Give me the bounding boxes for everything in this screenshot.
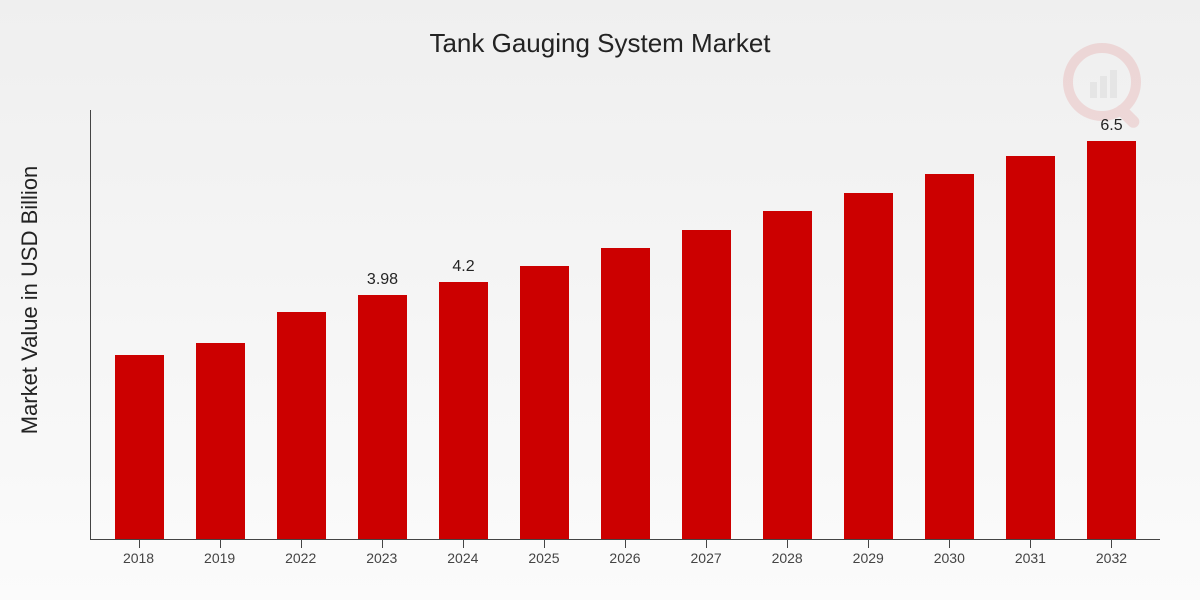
x-tick-mark bbox=[1111, 540, 1112, 548]
x-tick-label: 2030 bbox=[934, 550, 965, 566]
bar bbox=[358, 295, 407, 539]
x-tick-label: 2023 bbox=[366, 550, 397, 566]
bar-value-label: 6.5 bbox=[1100, 117, 1122, 135]
x-tick: 2024 bbox=[422, 540, 503, 580]
x-tick-label: 2025 bbox=[528, 550, 559, 566]
x-tick-mark bbox=[706, 540, 707, 548]
x-tick: 2023 bbox=[341, 540, 422, 580]
x-tick-mark bbox=[544, 540, 545, 548]
bar bbox=[601, 248, 650, 539]
bar-value-label: 4.2 bbox=[452, 258, 474, 276]
bar-slot: 3.98 bbox=[342, 110, 423, 539]
bar-slot bbox=[666, 110, 747, 539]
bar bbox=[682, 230, 731, 539]
bar-slot bbox=[747, 110, 828, 539]
x-tick: 2028 bbox=[747, 540, 828, 580]
bar bbox=[277, 312, 326, 539]
x-tick: 2031 bbox=[990, 540, 1071, 580]
bar-slot: 4.2 bbox=[423, 110, 504, 539]
bar-slot bbox=[261, 110, 342, 539]
x-tick-mark bbox=[382, 540, 383, 548]
bar-slot bbox=[828, 110, 909, 539]
bar bbox=[520, 266, 569, 539]
x-tick-mark bbox=[949, 540, 950, 548]
x-tick-mark bbox=[139, 540, 140, 548]
x-tick: 2027 bbox=[666, 540, 747, 580]
x-tick-mark bbox=[463, 540, 464, 548]
x-tick-label: 2018 bbox=[123, 550, 154, 566]
x-tick-label: 2031 bbox=[1015, 550, 1046, 566]
x-tick: 2022 bbox=[260, 540, 341, 580]
x-tick: 2026 bbox=[584, 540, 665, 580]
bar bbox=[925, 174, 974, 539]
x-tick: 2030 bbox=[909, 540, 990, 580]
bar-slot bbox=[585, 110, 666, 539]
x-tick-mark bbox=[868, 540, 869, 548]
bar bbox=[1006, 156, 1055, 539]
x-tick-label: 2027 bbox=[691, 550, 722, 566]
x-tick: 2019 bbox=[179, 540, 260, 580]
chart-plot-area: 3.98 4.2 6.5 bbox=[90, 110, 1160, 540]
y-axis-label: Market Value in USD Billion bbox=[17, 166, 43, 435]
x-tick: 2032 bbox=[1071, 540, 1152, 580]
bar bbox=[763, 211, 812, 539]
x-tick-mark bbox=[220, 540, 221, 548]
bar-slot bbox=[180, 110, 261, 539]
bar-value-label: 3.98 bbox=[367, 271, 398, 289]
x-tick-label: 2028 bbox=[772, 550, 803, 566]
bar bbox=[1087, 141, 1136, 539]
x-tick-label: 2032 bbox=[1096, 550, 1127, 566]
x-tick: 2018 bbox=[98, 540, 179, 580]
x-tick: 2029 bbox=[828, 540, 909, 580]
bar bbox=[115, 355, 164, 539]
bar bbox=[439, 282, 488, 539]
x-tick-label: 2022 bbox=[285, 550, 316, 566]
chart-title: Tank Gauging System Market bbox=[0, 28, 1200, 59]
x-axis-ticks: 2018 2019 2022 2023 2024 2025 2026 2027 2028 2029… bbox=[90, 540, 1160, 580]
bar-slot: 6.5 bbox=[1071, 110, 1152, 539]
x-tick-mark bbox=[787, 540, 788, 548]
bar-slot bbox=[99, 110, 180, 539]
bar-slot bbox=[990, 110, 1071, 539]
bar bbox=[844, 193, 893, 539]
x-tick-mark bbox=[625, 540, 626, 548]
bar-slot bbox=[504, 110, 585, 539]
x-tick-label: 2026 bbox=[609, 550, 640, 566]
x-tick-label: 2024 bbox=[447, 550, 478, 566]
x-tick-mark bbox=[1030, 540, 1031, 548]
x-tick: 2025 bbox=[503, 540, 584, 580]
x-tick-mark bbox=[301, 540, 302, 548]
bars-container: 3.98 4.2 6.5 bbox=[91, 110, 1160, 539]
x-tick-label: 2019 bbox=[204, 550, 235, 566]
bar-slot bbox=[909, 110, 990, 539]
bar bbox=[196, 343, 245, 539]
x-tick-label: 2029 bbox=[853, 550, 884, 566]
